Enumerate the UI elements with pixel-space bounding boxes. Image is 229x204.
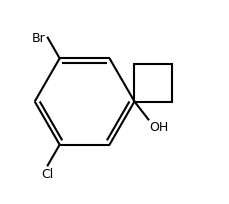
Text: Br: Br (32, 32, 46, 45)
Text: OH: OH (149, 121, 169, 134)
Text: Cl: Cl (41, 167, 54, 181)
